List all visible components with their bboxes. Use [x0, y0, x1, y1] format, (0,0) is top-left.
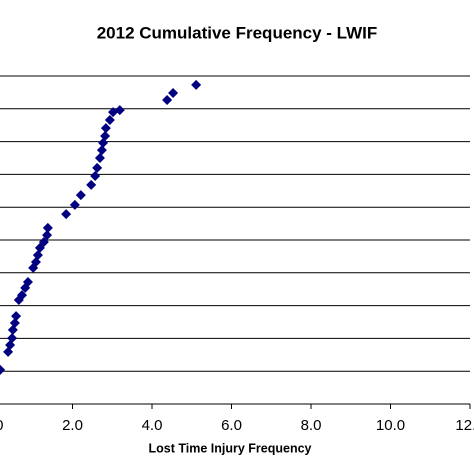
point [38, 236, 49, 247]
point [94, 153, 105, 163]
x-tick-label: 10.0 [376, 417, 405, 434]
point [9, 317, 20, 328]
point [32, 250, 43, 261]
x-tick-label: 6.0 [221, 417, 242, 434]
point [61, 209, 72, 220]
point [92, 162, 103, 173]
point [191, 79, 202, 90]
point [100, 131, 111, 142]
x-tick-label: 8.0 [301, 417, 322, 434]
point [75, 190, 86, 201]
point [17, 290, 28, 301]
x-tick-label: 12.0 [455, 417, 474, 434]
x-axis-label: Lost Time Injury Frequency [148, 441, 311, 455]
point [114, 105, 125, 116]
point [7, 333, 18, 344]
point [22, 276, 33, 287]
point [11, 311, 22, 322]
point [168, 88, 179, 99]
point [86, 179, 97, 190]
point [69, 199, 80, 210]
point [96, 145, 107, 156]
point [162, 94, 173, 105]
chart-title: 2012 Cumulative Frequency - LWIF [97, 23, 378, 42]
point [90, 171, 101, 182]
point [104, 114, 115, 125]
point [42, 230, 53, 241]
point [100, 123, 111, 134]
point [0, 364, 6, 375]
x-tick-label: 0.0 [0, 417, 3, 434]
point [5, 339, 16, 350]
x-tick-label: 2.0 [62, 417, 83, 434]
point [42, 222, 53, 233]
x-tick-label: 4.0 [142, 417, 163, 434]
